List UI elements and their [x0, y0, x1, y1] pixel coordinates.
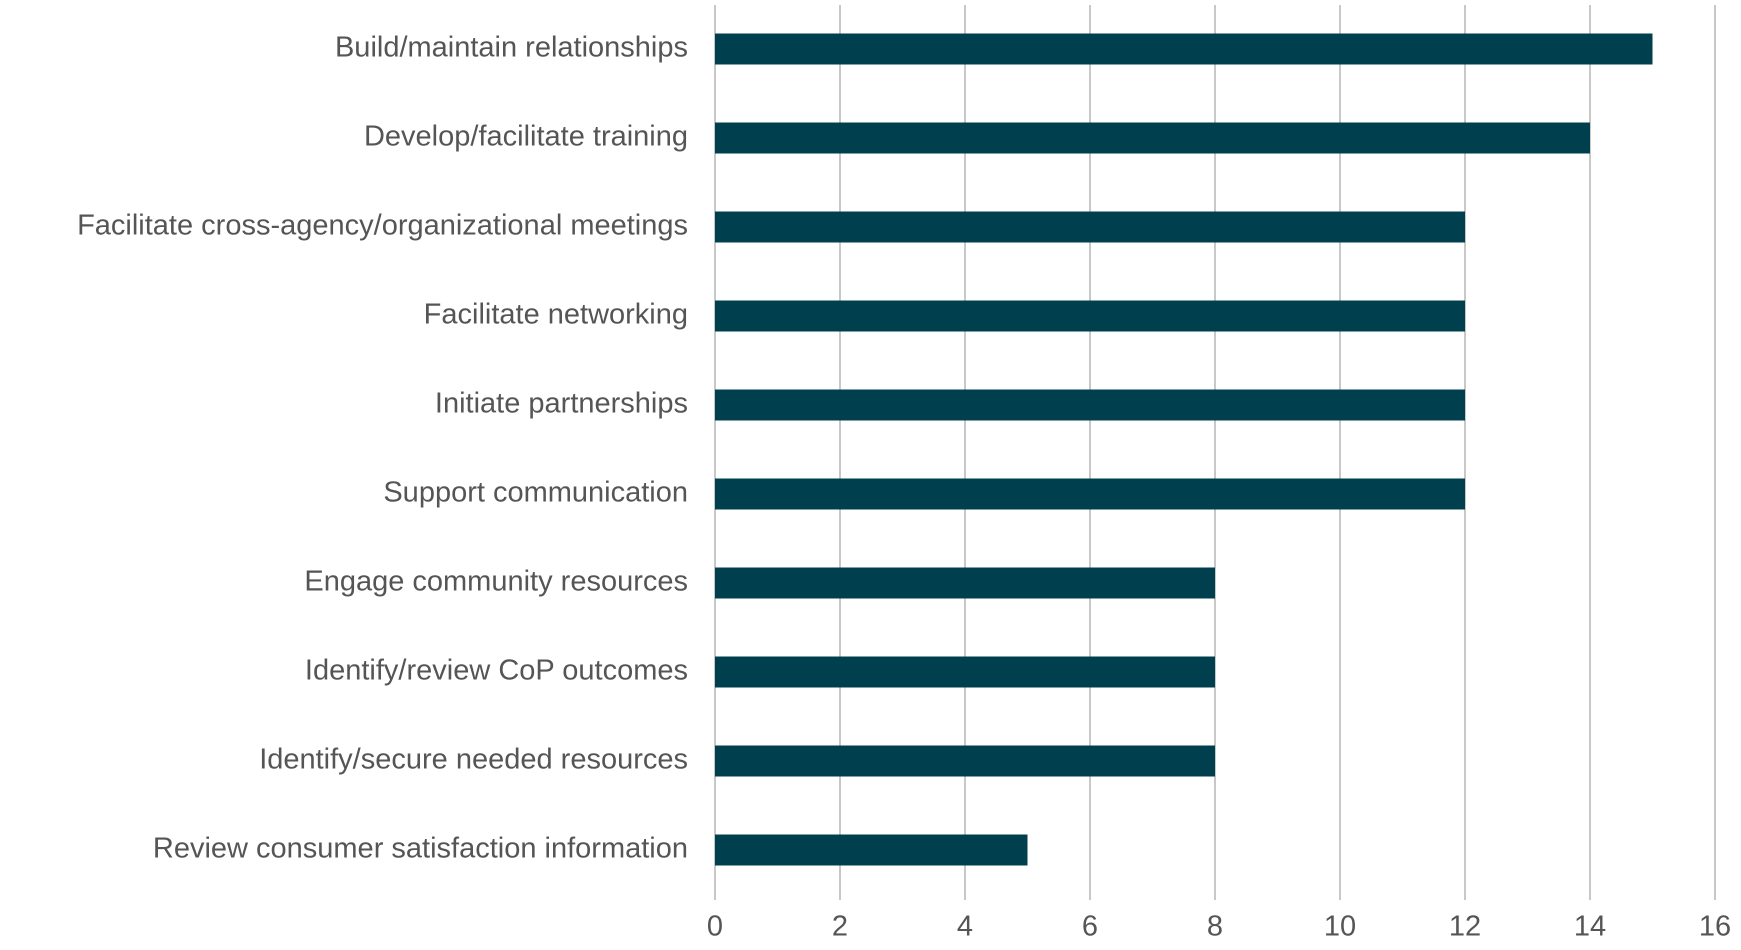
y-tick-label: Facilitate cross-agency/organizational m…	[77, 210, 688, 242]
y-tick-label: Engage community resources	[304, 566, 688, 598]
bar	[715, 33, 1653, 65]
x-tick-label: 2	[832, 911, 848, 943]
bar	[715, 656, 1215, 688]
bar	[715, 745, 1215, 777]
x-tick-label: 4	[957, 911, 973, 943]
y-tick-label: Initiate partnerships	[435, 388, 688, 420]
bar	[715, 478, 1465, 510]
bar	[715, 567, 1215, 599]
bar	[715, 300, 1465, 332]
x-tick-label: 16	[1699, 911, 1731, 943]
x-tick-label: 12	[1449, 911, 1481, 943]
bar	[715, 834, 1028, 866]
y-tick-label: Identify/secure needed resources	[259, 744, 688, 776]
x-tick-label: 14	[1574, 911, 1606, 943]
bar	[715, 211, 1465, 243]
x-tick-label: 0	[707, 911, 723, 943]
y-tick-label: Build/maintain relationships	[335, 32, 688, 64]
y-tick-label: Identify/review CoP outcomes	[305, 655, 688, 687]
x-tick-label: 6	[1082, 911, 1098, 943]
bar	[715, 389, 1465, 421]
x-tick-label: 8	[1207, 911, 1223, 943]
y-tick-label: Review consumer satisfaction information	[153, 833, 688, 865]
y-tick-label: Develop/facilitate training	[364, 121, 688, 153]
y-tick-label: Support communication	[383, 477, 688, 509]
y-tick-label: Facilitate networking	[424, 299, 688, 331]
x-tick-label: 10	[1324, 911, 1356, 943]
bar	[715, 122, 1590, 154]
